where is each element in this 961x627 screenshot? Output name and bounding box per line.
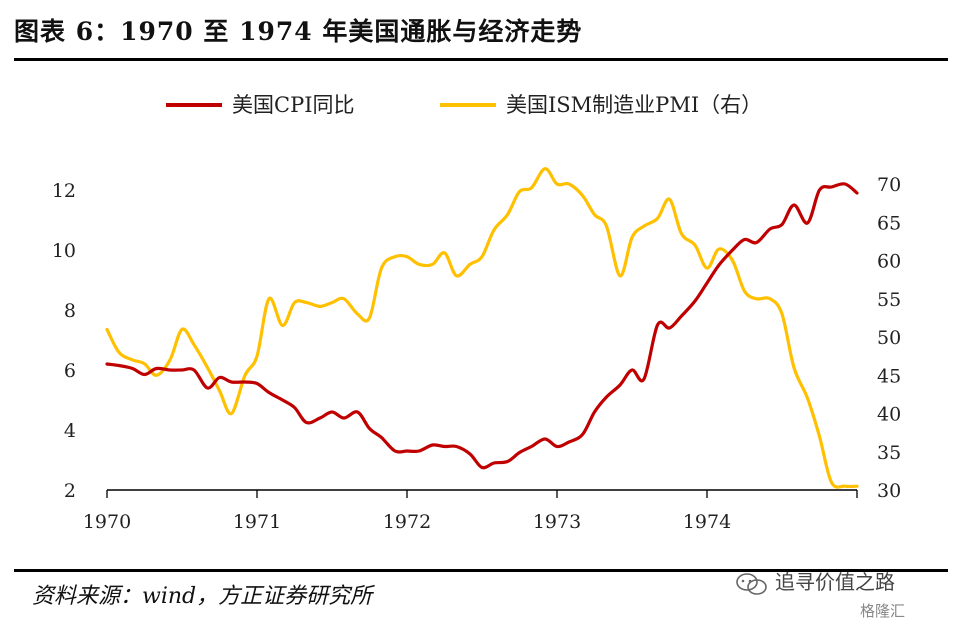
- y-right-tick-label: 35: [877, 442, 901, 464]
- watermark: 追寻价值之路: [735, 566, 895, 596]
- cpi-series-line: [105, 182, 859, 470]
- bottom-rule: [14, 569, 948, 572]
- top-rule: [14, 58, 948, 61]
- y-left-tick-label: 10: [52, 240, 76, 262]
- axes: 2 4 6 8 10 12 30 35 40 45 50 55 60 65 70 1970 1971 1972 19…: [52, 174, 901, 533]
- y-left-tick-label: 12: [52, 180, 76, 202]
- watermark-text: 追寻价值之路: [775, 570, 895, 594]
- y-left-tick-label: 8: [64, 300, 76, 322]
- y-right-tick-label: 55: [877, 289, 901, 311]
- legend-pmi-label: 美国ISM制造业PMI（右）: [506, 93, 762, 117]
- series-layer: [105, 167, 859, 489]
- y-right-tick-label: 50: [877, 327, 901, 349]
- y-right-tick-label: 70: [877, 174, 901, 196]
- x-tick-label: 1970: [83, 511, 131, 533]
- y-right-tick-label: 45: [877, 365, 901, 387]
- wechat-icon: [736, 572, 767, 595]
- y-right-tick-label: 30: [877, 480, 901, 502]
- pmi-series-line: [105, 167, 859, 489]
- x-tick-label: 1972: [383, 511, 431, 533]
- x-tick-label: 1974: [683, 511, 731, 533]
- y-right-tick-label: 65: [877, 212, 901, 234]
- x-tick-label: 1973: [533, 511, 581, 533]
- y-left-tick-label: 2: [64, 480, 76, 502]
- source-note: 资料来源：wind，方正证券研究所: [32, 584, 373, 609]
- x-tick-label: 1971: [233, 511, 281, 533]
- legend-cpi-label: 美国CPI同比: [232, 93, 355, 117]
- legend: 美国CPI同比 美国ISM制造业PMI（右）: [166, 93, 762, 117]
- y-right-tick-label: 60: [877, 251, 901, 273]
- watermark-sub: 格隆汇: [860, 602, 906, 620]
- y-right-tick-label: 40: [877, 404, 901, 426]
- y-left-tick-label: 4: [64, 420, 76, 442]
- y-left-tick-label: 6: [64, 360, 76, 382]
- chart-title: 图表 6：1970 至 1974 年美国通胀与经济走势: [14, 17, 583, 46]
